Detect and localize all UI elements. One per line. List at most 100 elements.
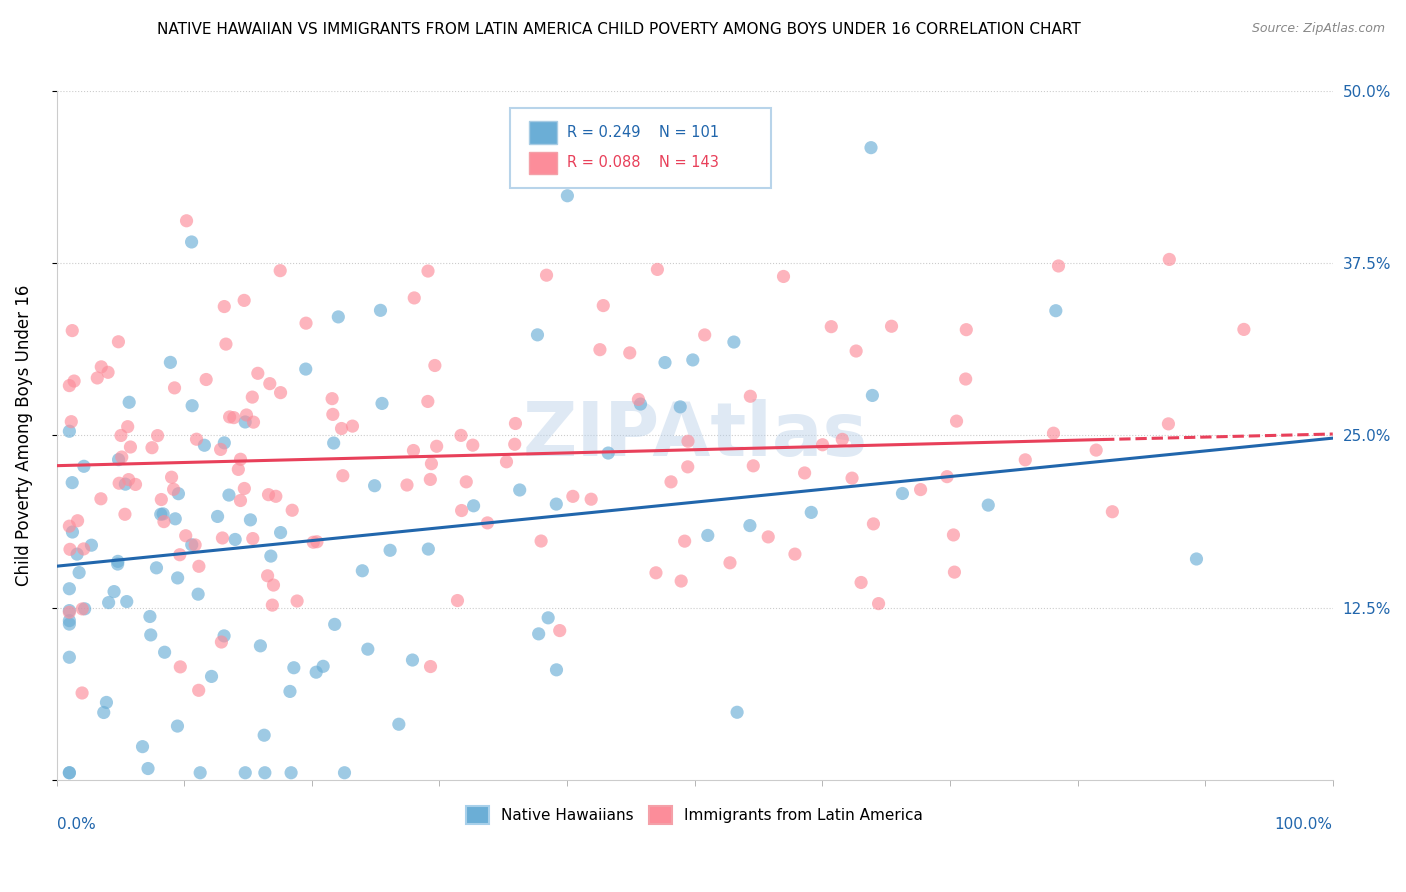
Point bbox=[1101, 505, 1123, 519]
Point bbox=[546, 663, 568, 677]
Point bbox=[530, 534, 553, 549]
Point bbox=[111, 450, 134, 464]
Point bbox=[416, 394, 439, 409]
Point bbox=[945, 414, 967, 428]
Point bbox=[416, 264, 439, 278]
Point bbox=[108, 476, 131, 491]
Point bbox=[676, 434, 699, 449]
Point bbox=[342, 419, 364, 434]
Point bbox=[229, 452, 252, 467]
Point bbox=[302, 535, 325, 549]
Point bbox=[176, 214, 198, 228]
Y-axis label: Child Poverty Among Boys Under 16: Child Poverty Among Boys Under 16 bbox=[15, 285, 32, 586]
Point bbox=[526, 327, 548, 342]
Point bbox=[598, 446, 620, 460]
Point bbox=[73, 541, 96, 556]
Point bbox=[233, 765, 256, 780]
Point bbox=[212, 629, 235, 643]
Point bbox=[62, 524, 84, 539]
Point bbox=[209, 442, 232, 457]
Point bbox=[136, 762, 159, 776]
Point bbox=[90, 491, 112, 506]
Text: Source: ZipAtlas.com: Source: ZipAtlas.com bbox=[1251, 22, 1385, 36]
Point bbox=[363, 479, 385, 493]
Point bbox=[426, 439, 449, 453]
Point bbox=[548, 624, 571, 638]
Point bbox=[58, 765, 80, 780]
Point bbox=[58, 614, 80, 628]
Point bbox=[322, 408, 344, 422]
Point bbox=[117, 473, 139, 487]
Point bbox=[1045, 303, 1067, 318]
Point bbox=[60, 324, 83, 338]
Point bbox=[160, 470, 183, 484]
Text: NATIVE HAWAIIAN VS IMMIGRANTS FROM LATIN AMERICA CHILD POVERTY AMONG BOYS UNDER : NATIVE HAWAIIAN VS IMMIGRANTS FROM LATIN… bbox=[156, 22, 1081, 37]
Point bbox=[233, 482, 256, 496]
Point bbox=[740, 389, 762, 403]
Point bbox=[228, 462, 250, 476]
Text: R = 0.088    N = 143: R = 0.088 N = 143 bbox=[567, 155, 718, 170]
Point bbox=[139, 609, 162, 624]
Point bbox=[862, 516, 884, 531]
Point bbox=[592, 299, 614, 313]
Point bbox=[187, 559, 209, 574]
Point bbox=[280, 765, 302, 780]
Point bbox=[880, 319, 903, 334]
Point bbox=[264, 489, 287, 503]
Point bbox=[229, 493, 252, 508]
Text: 100.0%: 100.0% bbox=[1275, 817, 1333, 832]
Point bbox=[388, 717, 411, 731]
Point bbox=[420, 457, 443, 471]
Point bbox=[860, 388, 883, 402]
Point bbox=[166, 571, 188, 585]
Point bbox=[401, 653, 423, 667]
Point bbox=[222, 410, 245, 425]
Point bbox=[676, 459, 699, 474]
Point bbox=[200, 669, 222, 683]
Point bbox=[58, 604, 80, 618]
Point bbox=[163, 381, 186, 395]
Point bbox=[167, 486, 190, 500]
Point bbox=[278, 684, 301, 698]
Point bbox=[97, 596, 120, 610]
Point bbox=[647, 262, 669, 277]
Point bbox=[1047, 259, 1070, 273]
Point bbox=[419, 472, 441, 486]
Point bbox=[120, 440, 142, 454]
Point bbox=[756, 530, 779, 544]
Point bbox=[218, 488, 240, 502]
Point bbox=[332, 468, 354, 483]
Point bbox=[402, 443, 425, 458]
Point bbox=[209, 635, 232, 649]
Point bbox=[58, 605, 80, 619]
Text: R = 0.249    N = 101: R = 0.249 N = 101 bbox=[567, 125, 720, 140]
Point bbox=[259, 376, 281, 391]
Point bbox=[174, 529, 197, 543]
Point bbox=[96, 695, 118, 709]
Point bbox=[93, 706, 115, 720]
Point bbox=[669, 574, 692, 588]
Point bbox=[214, 435, 236, 450]
Point bbox=[181, 399, 204, 413]
Point bbox=[418, 542, 440, 557]
Point bbox=[446, 593, 468, 607]
Point bbox=[169, 660, 191, 674]
Point bbox=[321, 392, 343, 406]
Point bbox=[312, 659, 335, 673]
Point bbox=[1042, 426, 1064, 441]
Point bbox=[253, 765, 276, 780]
Point bbox=[1014, 453, 1036, 467]
Point bbox=[845, 344, 868, 359]
Point bbox=[117, 419, 139, 434]
Point bbox=[738, 518, 761, 533]
Point bbox=[557, 188, 579, 202]
Point bbox=[654, 355, 676, 369]
Point bbox=[207, 509, 229, 524]
Point bbox=[139, 628, 162, 642]
Point bbox=[1185, 552, 1208, 566]
Point bbox=[233, 293, 256, 308]
Point bbox=[107, 334, 129, 349]
Point bbox=[257, 488, 280, 502]
Point bbox=[357, 642, 380, 657]
Text: ZIPAtlas: ZIPAtlas bbox=[522, 399, 868, 472]
